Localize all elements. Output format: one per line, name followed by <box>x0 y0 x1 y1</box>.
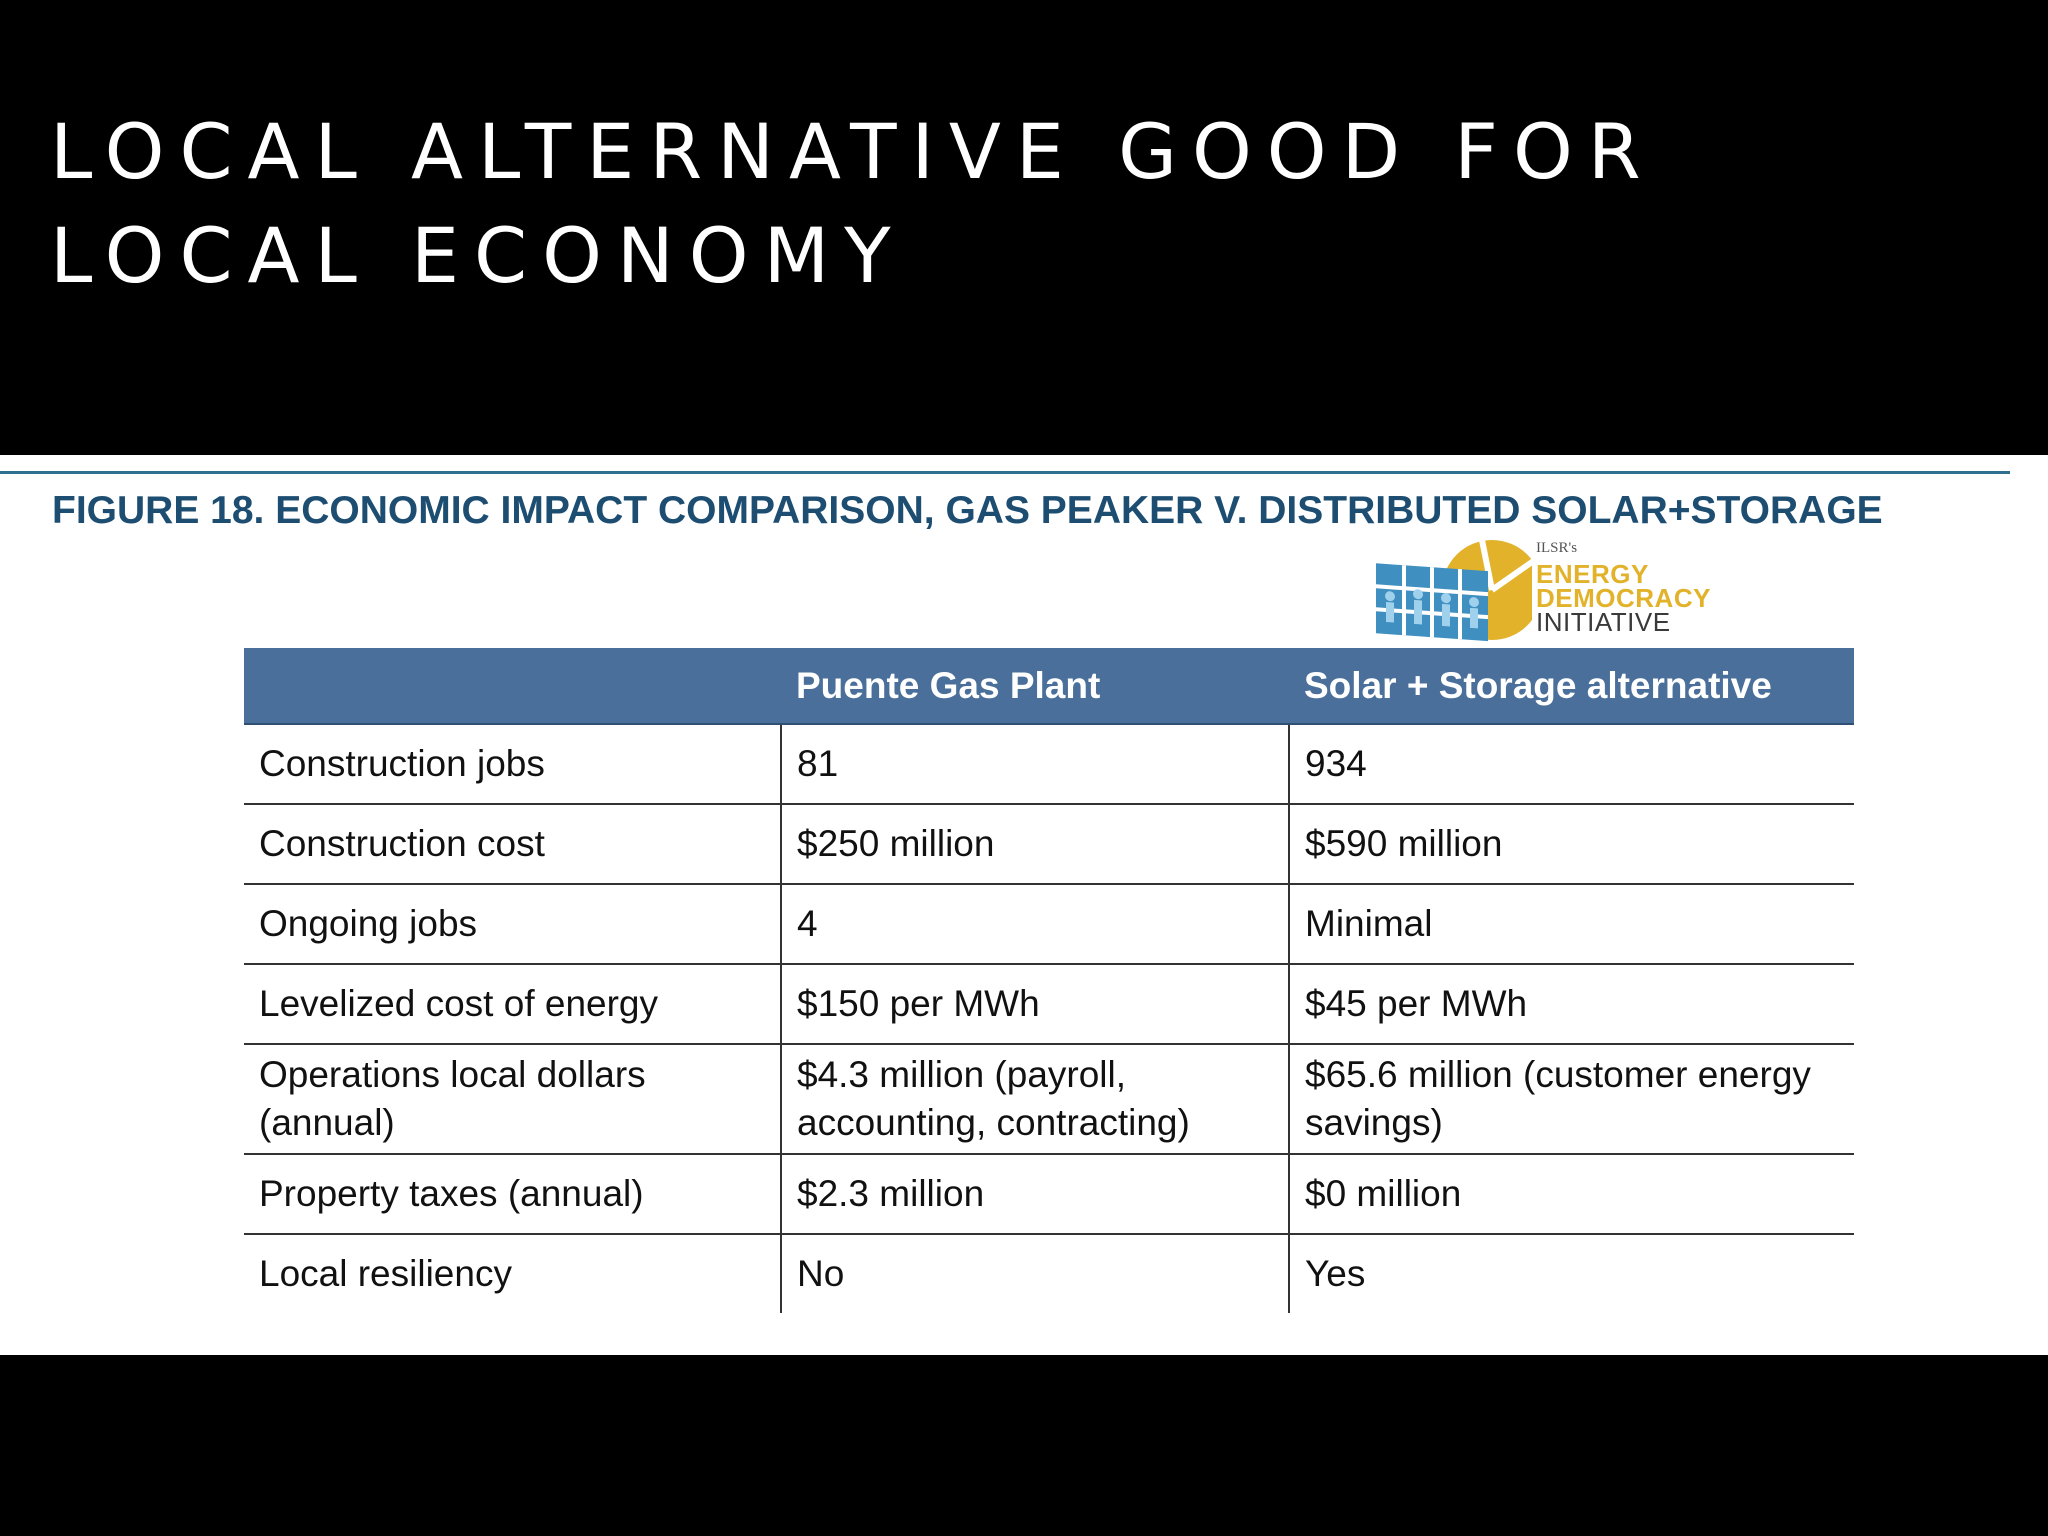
row-label: Levelized cost of energy <box>244 964 781 1045</box>
logo-line-2: DEMOCRACY <box>1536 583 1711 613</box>
gas-value: $4.3 million (payroll, accounting, contr… <box>780 1044 1289 1155</box>
gas-value: $2.3 million <box>780 1154 1289 1235</box>
solar-value: $0 million <box>1288 1154 1854 1235</box>
table-row: Construction cost $250 million $590 mill… <box>244 804 1854 885</box>
figure-panel: FIGURE 18. ECONOMIC IMPACT COMPARISON, G… <box>0 455 2048 1355</box>
table-row: Construction jobs 81 934 <box>244 724 1854 805</box>
row-label: Local resiliency <box>259 1253 512 1294</box>
solar-value: $65.6 million (customer energy savings) <box>1288 1044 1854 1155</box>
table-row: Levelized cost of energy $150 per MWh $4… <box>244 964 1854 1045</box>
logo-org: ILSR's <box>1536 540 1578 556</box>
gas-value: 81 <box>780 724 1289 805</box>
comparison-table-wrap: Puente Gas Plant Solar + Storage alterna… <box>244 648 1854 1313</box>
gas-value: No <box>780 1234 1289 1313</box>
row-label: Construction cost <box>244 804 781 885</box>
solar-panel-icon <box>1376 539 1532 642</box>
header-metric <box>244 648 781 725</box>
energy-democracy-logo: ILSR's ENERGY DEMOCRACY INITIATIVE <box>1372 535 1732 645</box>
row-label: Ongoing jobs <box>244 884 781 965</box>
solar-value: Minimal <box>1288 884 1854 965</box>
header-gas-plant: Puente Gas Plant <box>781 648 1289 725</box>
figure-caption: FIGURE 18. ECONOMIC IMPACT COMPARISON, G… <box>52 489 1883 532</box>
table-row: Ongoing jobs 4 Minimal <box>244 884 1854 965</box>
gas-value: $250 million <box>780 804 1289 885</box>
comparison-table: Puente Gas Plant Solar + Storage alterna… <box>244 648 1854 1313</box>
gas-value: $150 per MWh <box>780 964 1289 1045</box>
logo-line-1: ENERGY <box>1536 559 1649 589</box>
solar-value: $45 per MWh <box>1288 964 1854 1045</box>
table-row: Property taxes (annual) $2.3 million $0 … <box>244 1154 1854 1235</box>
row-label: Operations local dollars (annual) <box>244 1044 781 1155</box>
table-row: Local resiliency No Yes <box>244 1234 1854 1313</box>
slide-title: LOCAL ALTERNATIVE GOOD FOR LOCAL ECONOMY <box>50 100 1950 308</box>
row-label: Property taxes (annual) <box>244 1154 781 1235</box>
solar-value: 934 <box>1288 724 1854 805</box>
figure-divider <box>0 471 2010 474</box>
solar-value: $590 million <box>1288 804 1854 885</box>
row-label: Construction jobs <box>244 724 781 805</box>
solar-value: Yes <box>1288 1234 1854 1313</box>
table-row: Operations local dollars (annual) $4.3 m… <box>244 1044 1854 1155</box>
gas-value: 4 <box>780 884 1289 965</box>
slide-title-line-1: LOCAL ALTERNATIVE GOOD FOR <box>50 107 1656 196</box>
header-solar-storage: Solar + Storage alternative <box>1289 648 1854 725</box>
logo-line-3: INITIATIVE <box>1536 607 1671 637</box>
table-header-row: Puente Gas Plant Solar + Storage alterna… <box>244 648 1854 725</box>
slide-title-line-2: LOCAL ECONOMY <box>50 211 906 300</box>
